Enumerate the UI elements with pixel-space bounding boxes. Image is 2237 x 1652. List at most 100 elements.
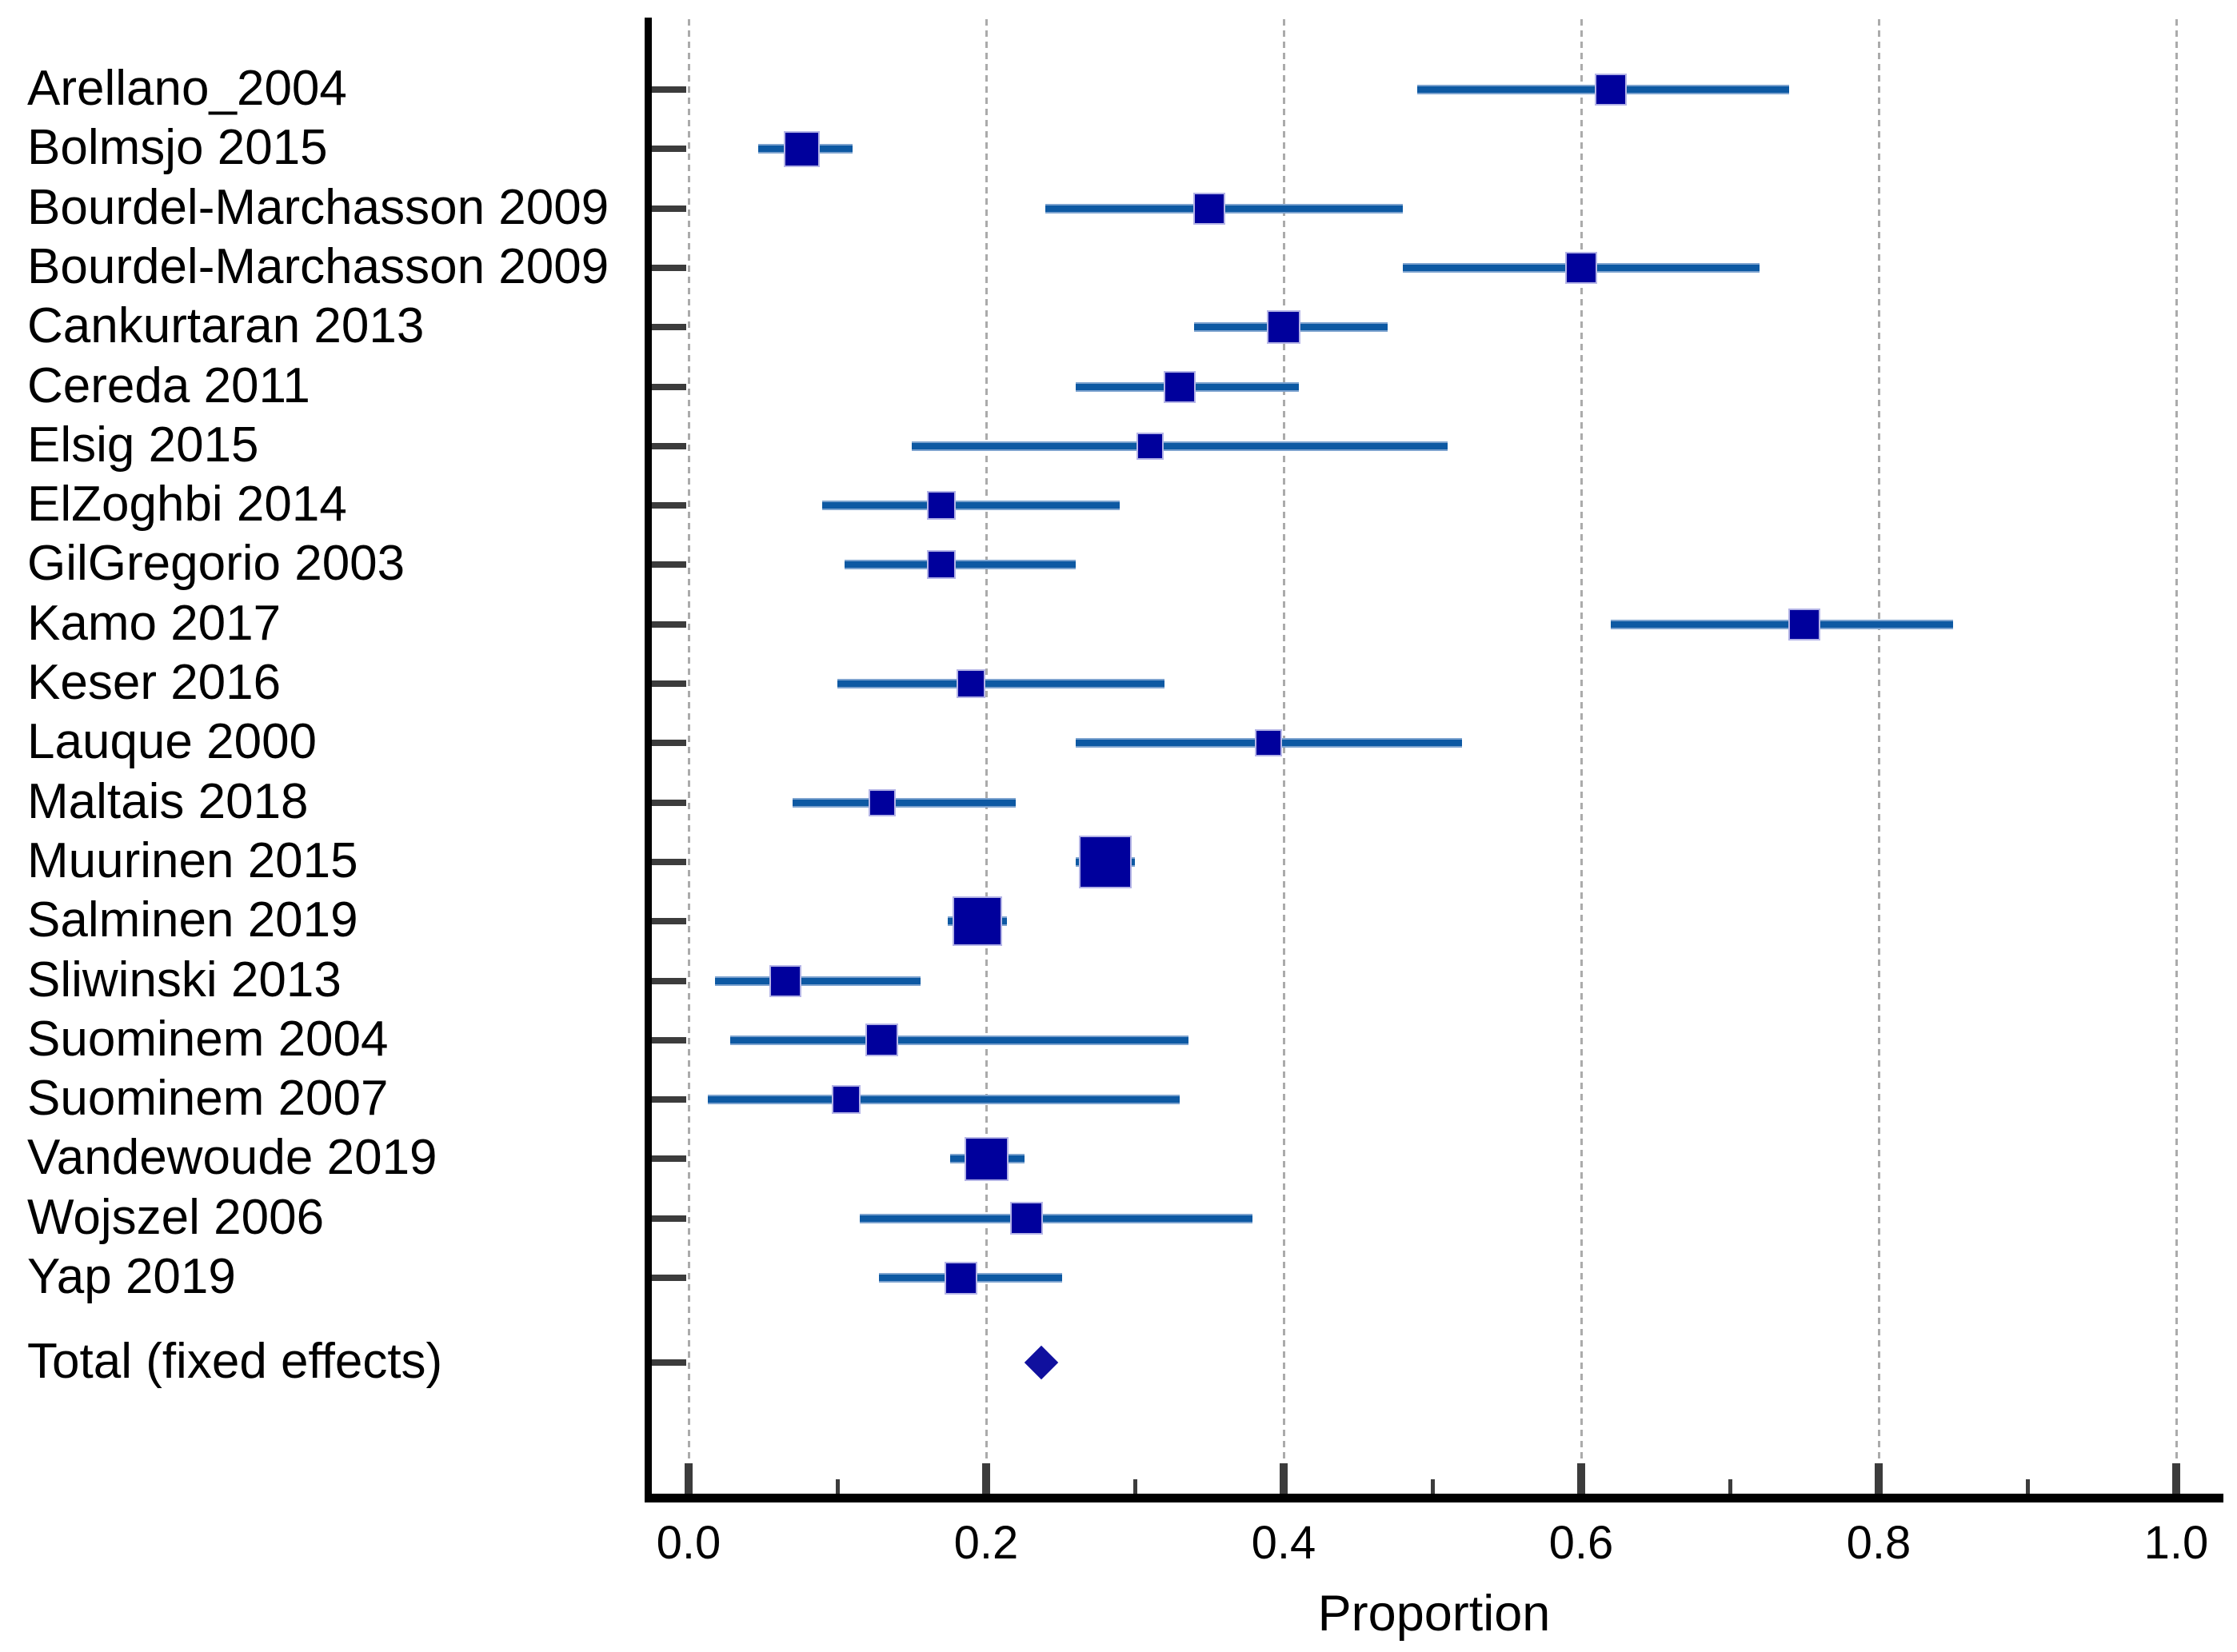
y-axis-row-tick bbox=[652, 1155, 686, 1163]
estimate-square bbox=[1193, 192, 1225, 225]
y-axis-row-tick bbox=[652, 442, 686, 449]
y-axis-row-tick bbox=[652, 146, 686, 153]
estimate-square bbox=[1267, 310, 1300, 345]
estimate-square bbox=[1788, 608, 1820, 640]
y-axis-row-tick bbox=[652, 1036, 686, 1043]
study-label: Kamo 2017 bbox=[27, 595, 282, 651]
x-tick-label: 0.8 bbox=[1846, 1517, 1911, 1569]
study-label: GilGregorio 2003 bbox=[27, 536, 405, 592]
y-axis-row-tick bbox=[652, 620, 686, 628]
estimate-square bbox=[832, 1085, 861, 1115]
estimate-square bbox=[1595, 74, 1628, 106]
estimate-square bbox=[1009, 1202, 1043, 1235]
x-axis-major-tick bbox=[1875, 1463, 1883, 1494]
study-label: Elsig 2015 bbox=[27, 417, 259, 473]
study-label: Salminen 2019 bbox=[27, 892, 358, 948]
estimate-square bbox=[1163, 370, 1196, 403]
x-axis-minor-tick bbox=[1430, 1479, 1435, 1494]
gridline bbox=[985, 19, 988, 1494]
y-axis-row-tick bbox=[652, 1096, 686, 1103]
estimate-square bbox=[769, 964, 801, 997]
estimate-square bbox=[868, 788, 896, 816]
x-axis-minor-tick bbox=[835, 1479, 840, 1494]
x-tick-label: 0.6 bbox=[1548, 1517, 1614, 1569]
study-label: Muurinen 2015 bbox=[27, 832, 358, 888]
study-label: Vandewoude 2019 bbox=[27, 1130, 437, 1186]
estimate-square bbox=[1136, 432, 1164, 460]
x-axis-major-tick bbox=[1577, 1463, 1585, 1494]
confidence-interval-line bbox=[822, 501, 1120, 511]
study-label: Cereda 2011 bbox=[27, 357, 310, 413]
y-axis-row-tick bbox=[652, 1359, 686, 1366]
study-label: Wojszel 2006 bbox=[27, 1189, 325, 1245]
estimate-square bbox=[964, 1136, 1009, 1181]
confidence-interval-line bbox=[708, 1095, 1180, 1105]
estimate-square bbox=[1078, 835, 1132, 888]
gridline bbox=[1877, 19, 1880, 1494]
study-label: Bourdel-Marchasson 2009 bbox=[27, 238, 609, 294]
estimate-square bbox=[783, 130, 820, 167]
study-label: Keser 2016 bbox=[27, 654, 282, 710]
confidence-interval-line bbox=[837, 679, 1165, 688]
study-label: Bourdel-Marchasson 2009 bbox=[27, 179, 609, 235]
study-label: Cankurtaran 2013 bbox=[27, 297, 425, 353]
x-axis-minor-tick bbox=[1132, 1479, 1137, 1494]
x-axis-line bbox=[645, 1494, 2223, 1502]
confidence-interval-line bbox=[1611, 619, 1953, 629]
x-axis-minor-tick bbox=[2025, 1479, 2030, 1494]
x-tick-label: 0.4 bbox=[1251, 1517, 1316, 1569]
study-label: Bolmsjo 2015 bbox=[27, 120, 328, 176]
confidence-interval-line bbox=[845, 560, 1076, 570]
estimate-square bbox=[927, 550, 957, 580]
x-axis-major-tick bbox=[2172, 1463, 2180, 1494]
x-tick-label: 0.2 bbox=[953, 1517, 1019, 1569]
estimate-square bbox=[952, 896, 1002, 947]
y-axis-line bbox=[645, 18, 652, 1502]
study-label: Yap 2019 bbox=[27, 1248, 236, 1304]
estimate-square bbox=[1255, 729, 1283, 757]
total-diamond bbox=[1024, 1345, 1059, 1380]
total-label: Total (fixed effects) bbox=[27, 1333, 443, 1389]
study-label: Maltais 2018 bbox=[27, 773, 309, 829]
study-label: Suominem 2007 bbox=[27, 1070, 389, 1126]
x-axis-major-tick bbox=[982, 1463, 990, 1494]
gridline bbox=[2175, 19, 2178, 1494]
y-axis-row-tick bbox=[652, 383, 686, 390]
y-axis-row-tick bbox=[652, 86, 686, 93]
y-axis-row-tick bbox=[652, 740, 686, 747]
study-label: Lauque 2000 bbox=[27, 714, 318, 770]
x-axis-title: Proportion bbox=[1317, 1586, 1551, 1642]
confidence-interval-line bbox=[715, 976, 921, 986]
y-axis-row-tick bbox=[652, 918, 686, 925]
x-axis-major-tick bbox=[685, 1463, 693, 1494]
estimate-square bbox=[1565, 251, 1597, 284]
x-axis-major-tick bbox=[1280, 1463, 1288, 1494]
gridline bbox=[1580, 19, 1583, 1494]
confidence-interval-line bbox=[859, 1213, 1252, 1223]
gridline bbox=[1282, 19, 1285, 1494]
confidence-interval-line bbox=[912, 441, 1448, 451]
confidence-interval-line bbox=[793, 797, 1017, 808]
y-axis-row-tick bbox=[652, 858, 686, 865]
y-axis-row-tick bbox=[652, 977, 686, 984]
x-tick-label: 0.0 bbox=[656, 1517, 721, 1569]
study-label: Sliwinski 2013 bbox=[27, 952, 342, 1008]
y-axis-row-tick bbox=[652, 680, 686, 687]
y-axis-row-tick bbox=[652, 1215, 686, 1222]
estimate-square bbox=[865, 1024, 899, 1057]
y-axis-row-tick bbox=[652, 561, 686, 569]
estimate-square bbox=[957, 669, 986, 698]
y-axis-row-tick bbox=[652, 799, 686, 806]
gridline bbox=[687, 19, 690, 1494]
y-axis-row-tick bbox=[652, 205, 686, 212]
y-axis-row-tick bbox=[652, 502, 686, 509]
estimate-square bbox=[927, 491, 957, 521]
study-label: Suominem 2004 bbox=[27, 1011, 389, 1067]
y-axis-row-tick bbox=[652, 264, 686, 271]
y-axis-row-tick bbox=[652, 324, 686, 331]
confidence-interval-line bbox=[730, 1035, 1188, 1045]
x-axis-minor-tick bbox=[1728, 1479, 1732, 1494]
estimate-square bbox=[944, 1261, 977, 1295]
y-axis-row-tick bbox=[652, 1275, 686, 1281]
